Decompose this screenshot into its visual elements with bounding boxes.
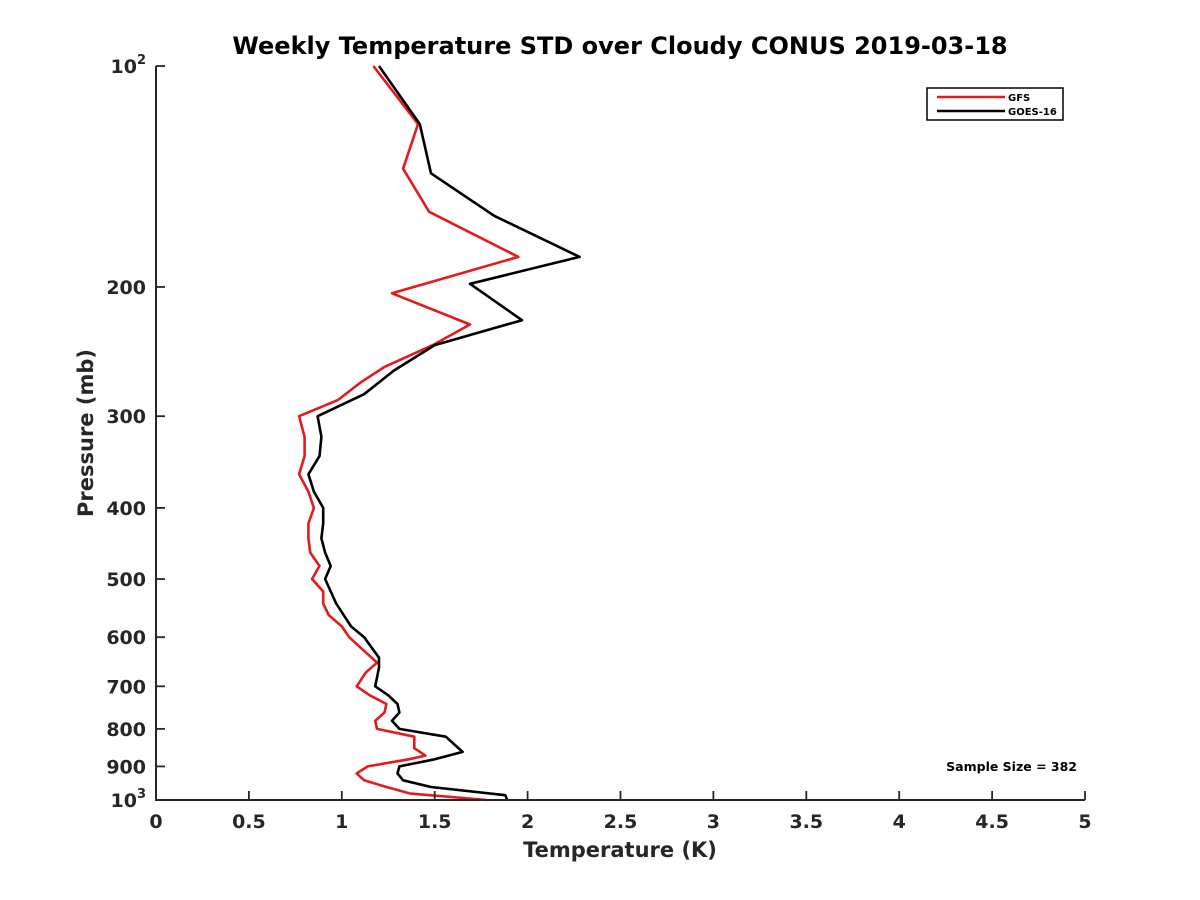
x-tick-label: 2 [521,811,534,833]
ticks-layer: 0 0.5 1 1.5 2 2.5 3 3.5 4 4.5 5 102 200 300 400 500 600 7… [106,53,1091,833]
legend: GFS GOES-16 [926,87,1064,121]
x-tick-label: 5 [1078,811,1091,833]
x-tick-label: 4 [893,811,906,833]
y-tick-label: 400 [106,498,146,520]
x-tick-label: 4.5 [975,811,1009,833]
chart-title-group: Weekly Temperature STD over Cloudy CONUS… [232,32,1007,60]
y-tick-label: 103 [111,787,147,812]
x-axis-label: Temperature (K) [523,838,717,862]
axes-layer [155,66,1085,801]
legend-entry-label: GOES-16 [1008,107,1057,118]
chart-title: Weekly Temperature STD over Cloudy CONUS… [232,32,1007,60]
x-tick-label: 3 [707,811,720,833]
series-line-gfs [297,65,520,802]
sample-size-annotation: Sample Size = 382 [946,759,1077,774]
y-tick-label: 600 [106,627,146,649]
y-tick-label: 700 [106,676,146,698]
series-layer [297,65,581,802]
series-line-goes-16 [307,65,581,801]
y-tick-label: 500 [106,569,146,591]
y-tick-label: 102 [111,53,147,78]
legend-box [926,87,1064,121]
x-tick-label: 2.5 [604,811,638,833]
x-tick-label: 1 [335,811,348,833]
legend-entry-label: GFS [1008,93,1030,104]
y-tick-label: 200 [106,277,146,299]
x-tick-label: 3.5 [789,811,823,833]
y-axis-label: Pressure (mb) [74,349,98,517]
x-tick-label: 0.5 [232,811,266,833]
y-tick-label: 300 [106,406,146,428]
y-tick-label: 900 [106,756,146,778]
x-tick-label: 1.5 [418,811,452,833]
y-tick-label: 800 [106,719,146,741]
x-tick-label: 0 [149,811,162,833]
